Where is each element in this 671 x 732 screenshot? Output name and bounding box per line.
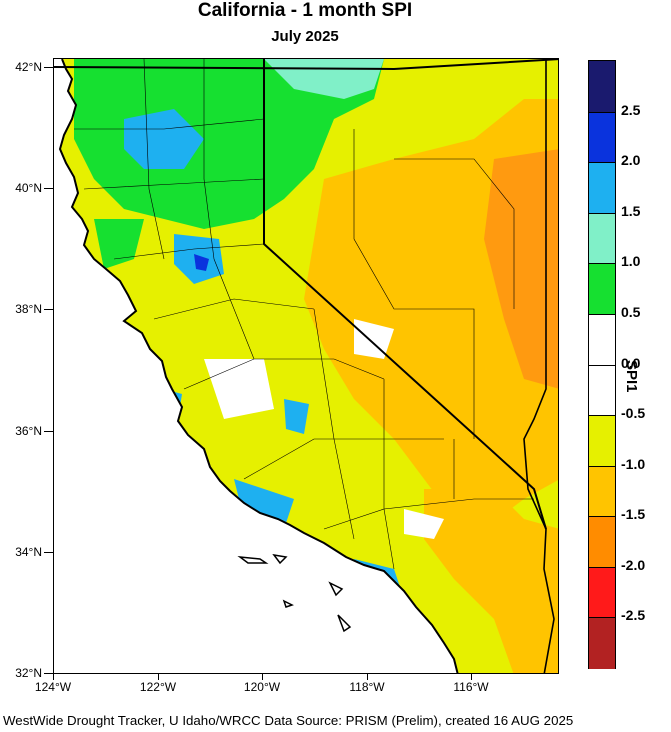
lat-tick: [44, 309, 53, 310]
colorbar-label: -0.5: [621, 405, 646, 422]
coastline: [58, 59, 459, 673]
lon-tick: [471, 674, 472, 680]
lat-tick: [44, 431, 53, 432]
colorbar-segment: [589, 61, 615, 113]
county-lines: [74, 59, 534, 570]
lon-tick: [158, 674, 159, 680]
map-canvas: [54, 59, 558, 673]
footer-credit: WestWide Drought Tracker, U Idaho/WRCC D…: [3, 713, 574, 728]
lon-label: 116°W: [453, 680, 489, 694]
colorbar-segment: [589, 313, 615, 366]
colorbar-segment: [589, 364, 615, 417]
chart-subtitle: July 2025: [271, 28, 339, 45]
colorbar-segment: [589, 111, 615, 164]
colorbar-label: 2.5: [621, 101, 641, 118]
lon-tick: [367, 674, 368, 680]
colorbar-label: 0.0: [621, 354, 641, 371]
colorbar-label: -1.0: [621, 455, 646, 472]
lat-tick: [44, 188, 53, 189]
lat-label: 36°N: [15, 424, 42, 438]
lon-tick: [53, 674, 54, 680]
lat-tick: [44, 552, 53, 553]
colorbar-label: 0.5: [621, 303, 641, 320]
colorbar-segment: [589, 566, 615, 619]
colorbar-label: -2.0: [621, 556, 646, 573]
lon-label: 122°W: [139, 680, 177, 694]
colorbar-segment: [589, 162, 615, 215]
state-border-east: [523, 59, 555, 673]
state-border: [263, 59, 547, 530]
colorbar-label: 1.5: [621, 202, 641, 219]
colorbar-segment: [589, 617, 615, 670]
lat-tick: [44, 67, 53, 68]
colorbar-label: 1.0: [621, 253, 641, 270]
lon-tick: [262, 674, 263, 680]
colorbar-label: 2.0: [621, 152, 641, 169]
lat-tick: [44, 673, 53, 674]
lat-label: 42°N: [15, 60, 42, 74]
colorbar-segment: [589, 465, 615, 518]
state-border-north: [54, 59, 558, 71]
colorbar-segment: [589, 516, 615, 569]
colorbar-title: SPI1: [623, 360, 640, 393]
colorbar-segment: [589, 212, 615, 265]
colorbar-label: -2.5: [621, 607, 646, 624]
channel-islands: [237, 553, 352, 633]
colorbar-segment: [589, 263, 615, 316]
lon-label: 124°W: [34, 680, 72, 694]
chart-title: California - 1 month SPI: [197, 0, 413, 21]
colorbar-label: -1.5: [621, 506, 646, 523]
lat-label: 40°N: [15, 181, 42, 195]
colorbar: [588, 60, 616, 670]
lat-label: 34°N: [15, 545, 42, 559]
spi-map: [53, 58, 559, 674]
lon-label: 120°W: [243, 680, 281, 694]
lat-label: 32°N: [15, 666, 42, 680]
lon-label: 118°W: [349, 680, 385, 694]
land-fill: [60, 59, 558, 673]
colorbar-segment: [589, 415, 615, 468]
lat-label: 38°N: [15, 302, 42, 316]
